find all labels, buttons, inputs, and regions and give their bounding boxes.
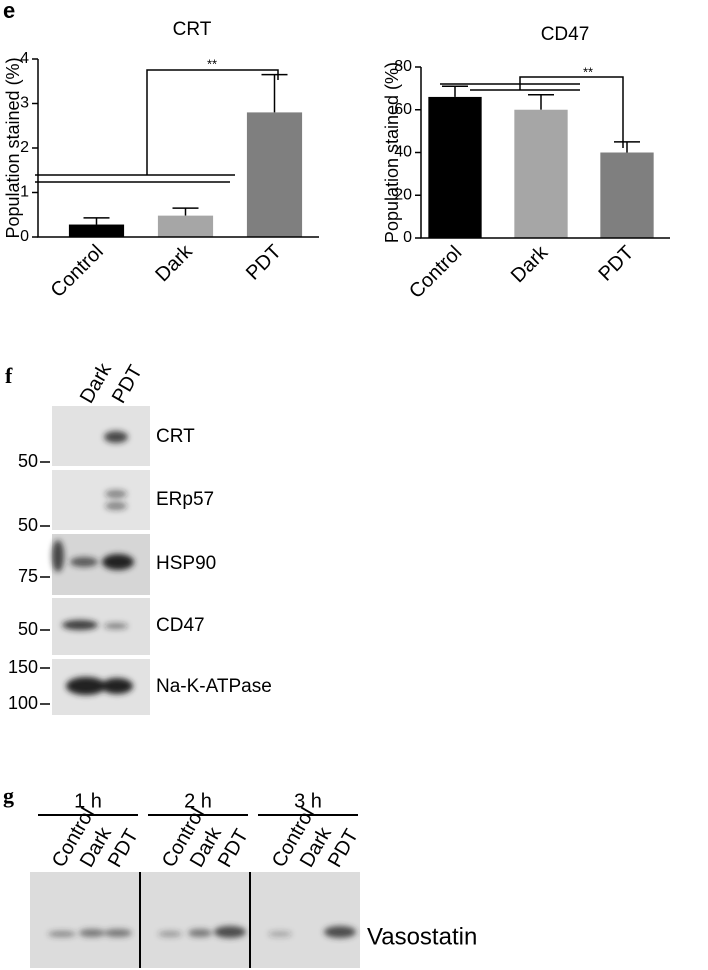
bar (514, 109, 568, 238)
protein-label: HSP90 (156, 553, 216, 574)
marker-label: 100 (8, 693, 38, 713)
protein-label: CRT (156, 426, 195, 447)
bar (68, 224, 125, 237)
marker-label: 75 (18, 566, 38, 586)
significance-bracket (440, 76, 624, 148)
y-tick-label: 20 (394, 186, 412, 203)
marker-label: 50 (18, 515, 38, 535)
y-tick-label: 4 (20, 50, 29, 67)
blot-g (30, 872, 360, 968)
axis-line (37, 59, 319, 238)
marker-label: 150 (8, 657, 38, 677)
bar (157, 215, 214, 237)
annotation: ** (583, 64, 593, 79)
time-label: 1 h (74, 790, 102, 812)
panel-label: g (3, 783, 14, 808)
time-label: 3 h (294, 790, 322, 812)
protein-label: CD47 (156, 615, 205, 636)
y-tick-label: 40 (394, 144, 412, 161)
protein-label: ERp57 (156, 489, 214, 510)
x-tick-label: PDT (594, 242, 638, 286)
panel-label: f (5, 363, 13, 388)
y-axis-label: Population stained (%) (382, 62, 402, 243)
protein-label: Vasostatin (367, 923, 477, 950)
y-tick-label: 0 (20, 228, 29, 245)
lane-label: PDT (108, 361, 147, 407)
panel-label: e (3, 0, 15, 23)
y-tick-label: 80 (394, 58, 412, 75)
chart-title: CRT (173, 19, 212, 40)
chart-title: CD47 (541, 24, 590, 45)
bar (600, 152, 654, 238)
annotation: ** (207, 56, 217, 71)
bar (428, 96, 482, 238)
axis-line (420, 67, 670, 239)
marker-label: 50 (18, 619, 38, 639)
bar (246, 112, 303, 237)
y-tick-label: 1 (20, 184, 29, 201)
protein-label: Na-K-ATPase (156, 676, 272, 697)
y-tick-label: 0 (403, 229, 412, 246)
y-tick-label: 2 (20, 139, 29, 156)
blot-strip (52, 470, 150, 530)
blot-f (52, 406, 150, 715)
blot-strip (52, 534, 150, 595)
x-tick-label: Control (47, 241, 108, 302)
y-axis-label: Population stained (%) (3, 57, 23, 238)
x-tick-label: Dark (151, 240, 197, 286)
bands (52, 431, 134, 695)
y-tick-label: 3 (20, 95, 29, 112)
marker-label: 50 (18, 451, 38, 471)
blot-strip (52, 406, 150, 466)
x-tick-label: PDT (242, 241, 286, 285)
time-label: 2 h (184, 790, 212, 812)
lane-label: Dark (76, 359, 117, 407)
y-tick-label: 60 (394, 101, 412, 118)
significance-bracket (35, 69, 279, 183)
blot-strip (30, 872, 360, 968)
x-tick-label: Control (405, 242, 466, 303)
bands (48, 926, 356, 938)
x-tick-label: Dark (507, 241, 553, 287)
